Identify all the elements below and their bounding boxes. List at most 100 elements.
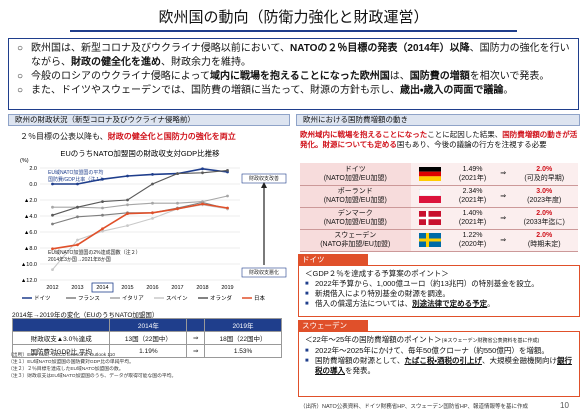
point — [76, 243, 79, 247]
arrow-cell: ⇒ — [495, 185, 511, 208]
y-tick-label: ▲12.0 — [21, 278, 37, 284]
target-year: (2023年度) — [527, 197, 562, 204]
section-label: ドイツ — [298, 254, 368, 265]
text-run: 、大規模金融機関向け — [481, 356, 557, 365]
point — [151, 211, 154, 215]
x-tick-label: 2016 — [146, 285, 158, 291]
text-run: 域内に戦場を抱えることになった欧州国 — [210, 71, 390, 82]
series-line — [52, 195, 228, 209]
point — [101, 206, 104, 210]
left-heading: 欧州の財政状況（新型コロナ及びウクライナ侵略前） — [8, 114, 290, 126]
country-name: ポーランド — [337, 188, 373, 195]
change-table: 2014年 2019年 財政収支▲3.0％達成 13国（22国中） ⇒ 18国（22国中）… — [11, 318, 282, 358]
country-name: ドイツ — [344, 165, 366, 173]
text-run: また、ドイツやスウェーデンでは、国防費の増額に当たって、財源の方針も示し、 — [31, 85, 400, 96]
table-row: 財政収支▲3.0％達成 13国（22国中） ⇒ 18国（22国中） — [11, 331, 282, 345]
country-status: (NATO加盟/EU加盟) — [323, 197, 387, 204]
target-value: 2.0% — [536, 165, 553, 173]
legend-label: オランダ — [210, 294, 233, 302]
point — [226, 169, 229, 172]
current-cell: 2.34% (2021年) — [449, 185, 496, 208]
x-tick-label: 2018 — [196, 285, 208, 291]
text-run: 銀行税の導入 — [315, 356, 572, 375]
table-row: 国防費対GDP比 平均 1.19% ⇒ 1.53% — [11, 344, 282, 358]
y-tick-label: ▲4.0 — [24, 214, 37, 220]
header-cell — [186, 318, 206, 332]
legend-label: 日本 — [254, 294, 266, 302]
flag — [418, 233, 441, 247]
country-name: デンマーク — [337, 210, 373, 217]
target-cell: 2.0% (時期未定) — [510, 229, 578, 252]
current-year: (2020年) — [458, 241, 487, 248]
section-item: 借入の償還方法については、別途法律で定める予定。 — [305, 299, 573, 309]
y-tick-label: ▲6.0 — [24, 230, 37, 236]
highlight-2014 — [91, 282, 114, 293]
series-line — [52, 169, 228, 216]
annotation: 財政収支悪化 — [249, 269, 279, 276]
right-heading: 欧州における国防費増額の動き — [296, 114, 580, 126]
target-cell: 3.0% (2023年度) — [510, 185, 578, 208]
current-year: (2021年) — [458, 219, 487, 226]
right-lead: 欧州域内に戦場を抱えることになったことに起因した結果、国防費増額の動きが活発化。… — [300, 130, 578, 150]
point — [226, 194, 229, 198]
text-run: 財政の健全化を進め — [71, 57, 161, 68]
text-run: を発表。 — [345, 366, 375, 375]
point — [126, 203, 129, 207]
annotation-box — [241, 267, 287, 278]
section-item: 国防費増額の財源として、たばこ税・酒税の引上げ、大規模金融機関向け銀行税の導入を… — [305, 356, 573, 376]
slide-title: 欧州国の動向（防衛力強化と財政運営） — [158, 9, 429, 26]
current-value: 2.34% — [462, 188, 483, 195]
point — [126, 198, 129, 202]
text-run: 2022年予算から、1,000億ユーロ（約13兆円）の特別基金を設立。 — [315, 279, 539, 288]
flag — [418, 211, 441, 225]
legend-label: ドイツ — [34, 296, 51, 302]
text-run: 借入の償還方法については、 — [315, 299, 413, 308]
target-value: 3.0% — [536, 188, 553, 195]
point — [101, 177, 104, 181]
point — [176, 201, 179, 205]
arrow-cell: ⇒ — [495, 229, 511, 252]
table-cell: 18国（22国中） — [204, 331, 282, 345]
text-run: 財政の健全化と国防力の強化を両立 — [107, 132, 236, 141]
point — [201, 171, 204, 175]
text-run: 。 — [503, 85, 514, 96]
page-number: 10 — [560, 401, 569, 410]
current-value: 1.40% — [462, 210, 483, 217]
point — [126, 174, 129, 178]
notes: （出所）Euro Stat、OECD Economic Outlook 110 （… — [8, 352, 290, 380]
arrow-head — [261, 182, 267, 188]
legend-label: イタリア — [122, 294, 144, 302]
annotation: EU域NATO加盟国の2%達成国数（注２） — [48, 249, 141, 256]
text-run: 欧州域内に戦場を抱えることになった — [300, 130, 428, 139]
y-tick-label: ▲2.0 — [24, 198, 37, 204]
note: （注１）EU域NATO加盟国の国防費対GDP比の単純平均。 — [8, 360, 134, 365]
point — [101, 213, 104, 217]
point — [176, 172, 179, 175]
arrow-cell: ⇒ — [495, 207, 511, 230]
heading-text: ＜22年～25年の国防費増額のポイント＞ — [305, 335, 442, 344]
point — [51, 247, 54, 251]
point — [101, 200, 104, 203]
flag-cell — [410, 163, 450, 186]
table-title: 2014年→2019年の変化（EUのうちNATO加盟国） — [12, 312, 159, 319]
table-cell: 国防費対GDP比 平均 — [11, 344, 111, 358]
point — [76, 205, 79, 209]
point — [101, 229, 104, 233]
target-year: (可及的早期) — [524, 174, 565, 182]
point — [201, 167, 204, 171]
table-cell: 1.53% — [204, 344, 282, 358]
chart-title: EUのうちNATO加盟国の財政収支対GDP比推移 — [60, 148, 220, 158]
flag-cell — [410, 207, 450, 230]
text-run: 、財政余力を維持。 — [161, 57, 251, 68]
point — [151, 173, 154, 176]
point — [51, 268, 54, 271]
y-tick-label: 0.0 — [29, 182, 37, 188]
point — [201, 200, 204, 203]
current-value: 1.22% — [462, 232, 483, 239]
point — [51, 213, 54, 217]
country-row: ポーランド (NATO加盟/EU加盟) 2.34% (2021年) ⇒ 3.0% (2023… — [300, 185, 578, 208]
section-item: 新規借入により特別基金の財源を調達。 — [305, 289, 573, 299]
annotation: 国防費/GDP比率（注１） — [48, 176, 105, 183]
text-run: 別途法律で定める予定 — [412, 299, 488, 308]
sweden-box: ＜22年～25年の国防費増額のポイント＞(※スウェーデン財務省公表資料を基に作成… — [298, 331, 580, 397]
